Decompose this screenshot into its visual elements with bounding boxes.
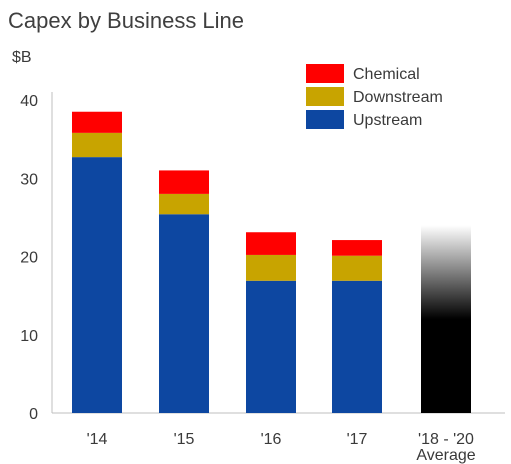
bar-chemical-1 <box>159 170 209 194</box>
y-tick-label: 40 <box>20 93 38 110</box>
legend-label-downstream: Downstream <box>353 89 443 106</box>
x-tick-label: '17 <box>347 431 368 448</box>
bar-downstream-3 <box>332 255 382 281</box>
x-tick-label: '15 <box>174 431 195 448</box>
y-axis-label: $B <box>12 49 32 66</box>
legend-swatch-downstream <box>306 87 344 106</box>
x-tick-label: '18 - '20 Average <box>416 431 475 464</box>
bar-downstream-1 <box>159 193 209 215</box>
bar-downstream-0 <box>72 132 122 158</box>
legend-swatch-chemical <box>306 64 344 83</box>
legend-swatch-upstream <box>306 110 344 129</box>
bar-upstream-3 <box>332 280 382 413</box>
x-tick-label: '16 <box>261 431 282 448</box>
chart-title: Capex by Business Line <box>8 8 245 33</box>
y-tick-label: 30 <box>20 171 38 188</box>
x-tick-label: '14 <box>87 431 108 448</box>
bar-upstream-2 <box>246 280 296 413</box>
bar-downstream-2 <box>246 254 296 281</box>
bar-chemical-2 <box>246 232 296 255</box>
legend-label-upstream: Upstream <box>353 112 422 129</box>
y-tick-label: 20 <box>20 250 38 267</box>
y-tick-label: 0 <box>29 406 38 423</box>
bar-chemical-0 <box>72 111 122 133</box>
legend-label-chemical: Chemical <box>353 66 420 83</box>
bar-upstream-0 <box>72 157 122 413</box>
y-tick-label: 10 <box>20 328 38 345</box>
bar-projection <box>421 225 471 413</box>
bar-upstream-1 <box>159 214 209 413</box>
bar-chemical-3 <box>332 240 382 256</box>
